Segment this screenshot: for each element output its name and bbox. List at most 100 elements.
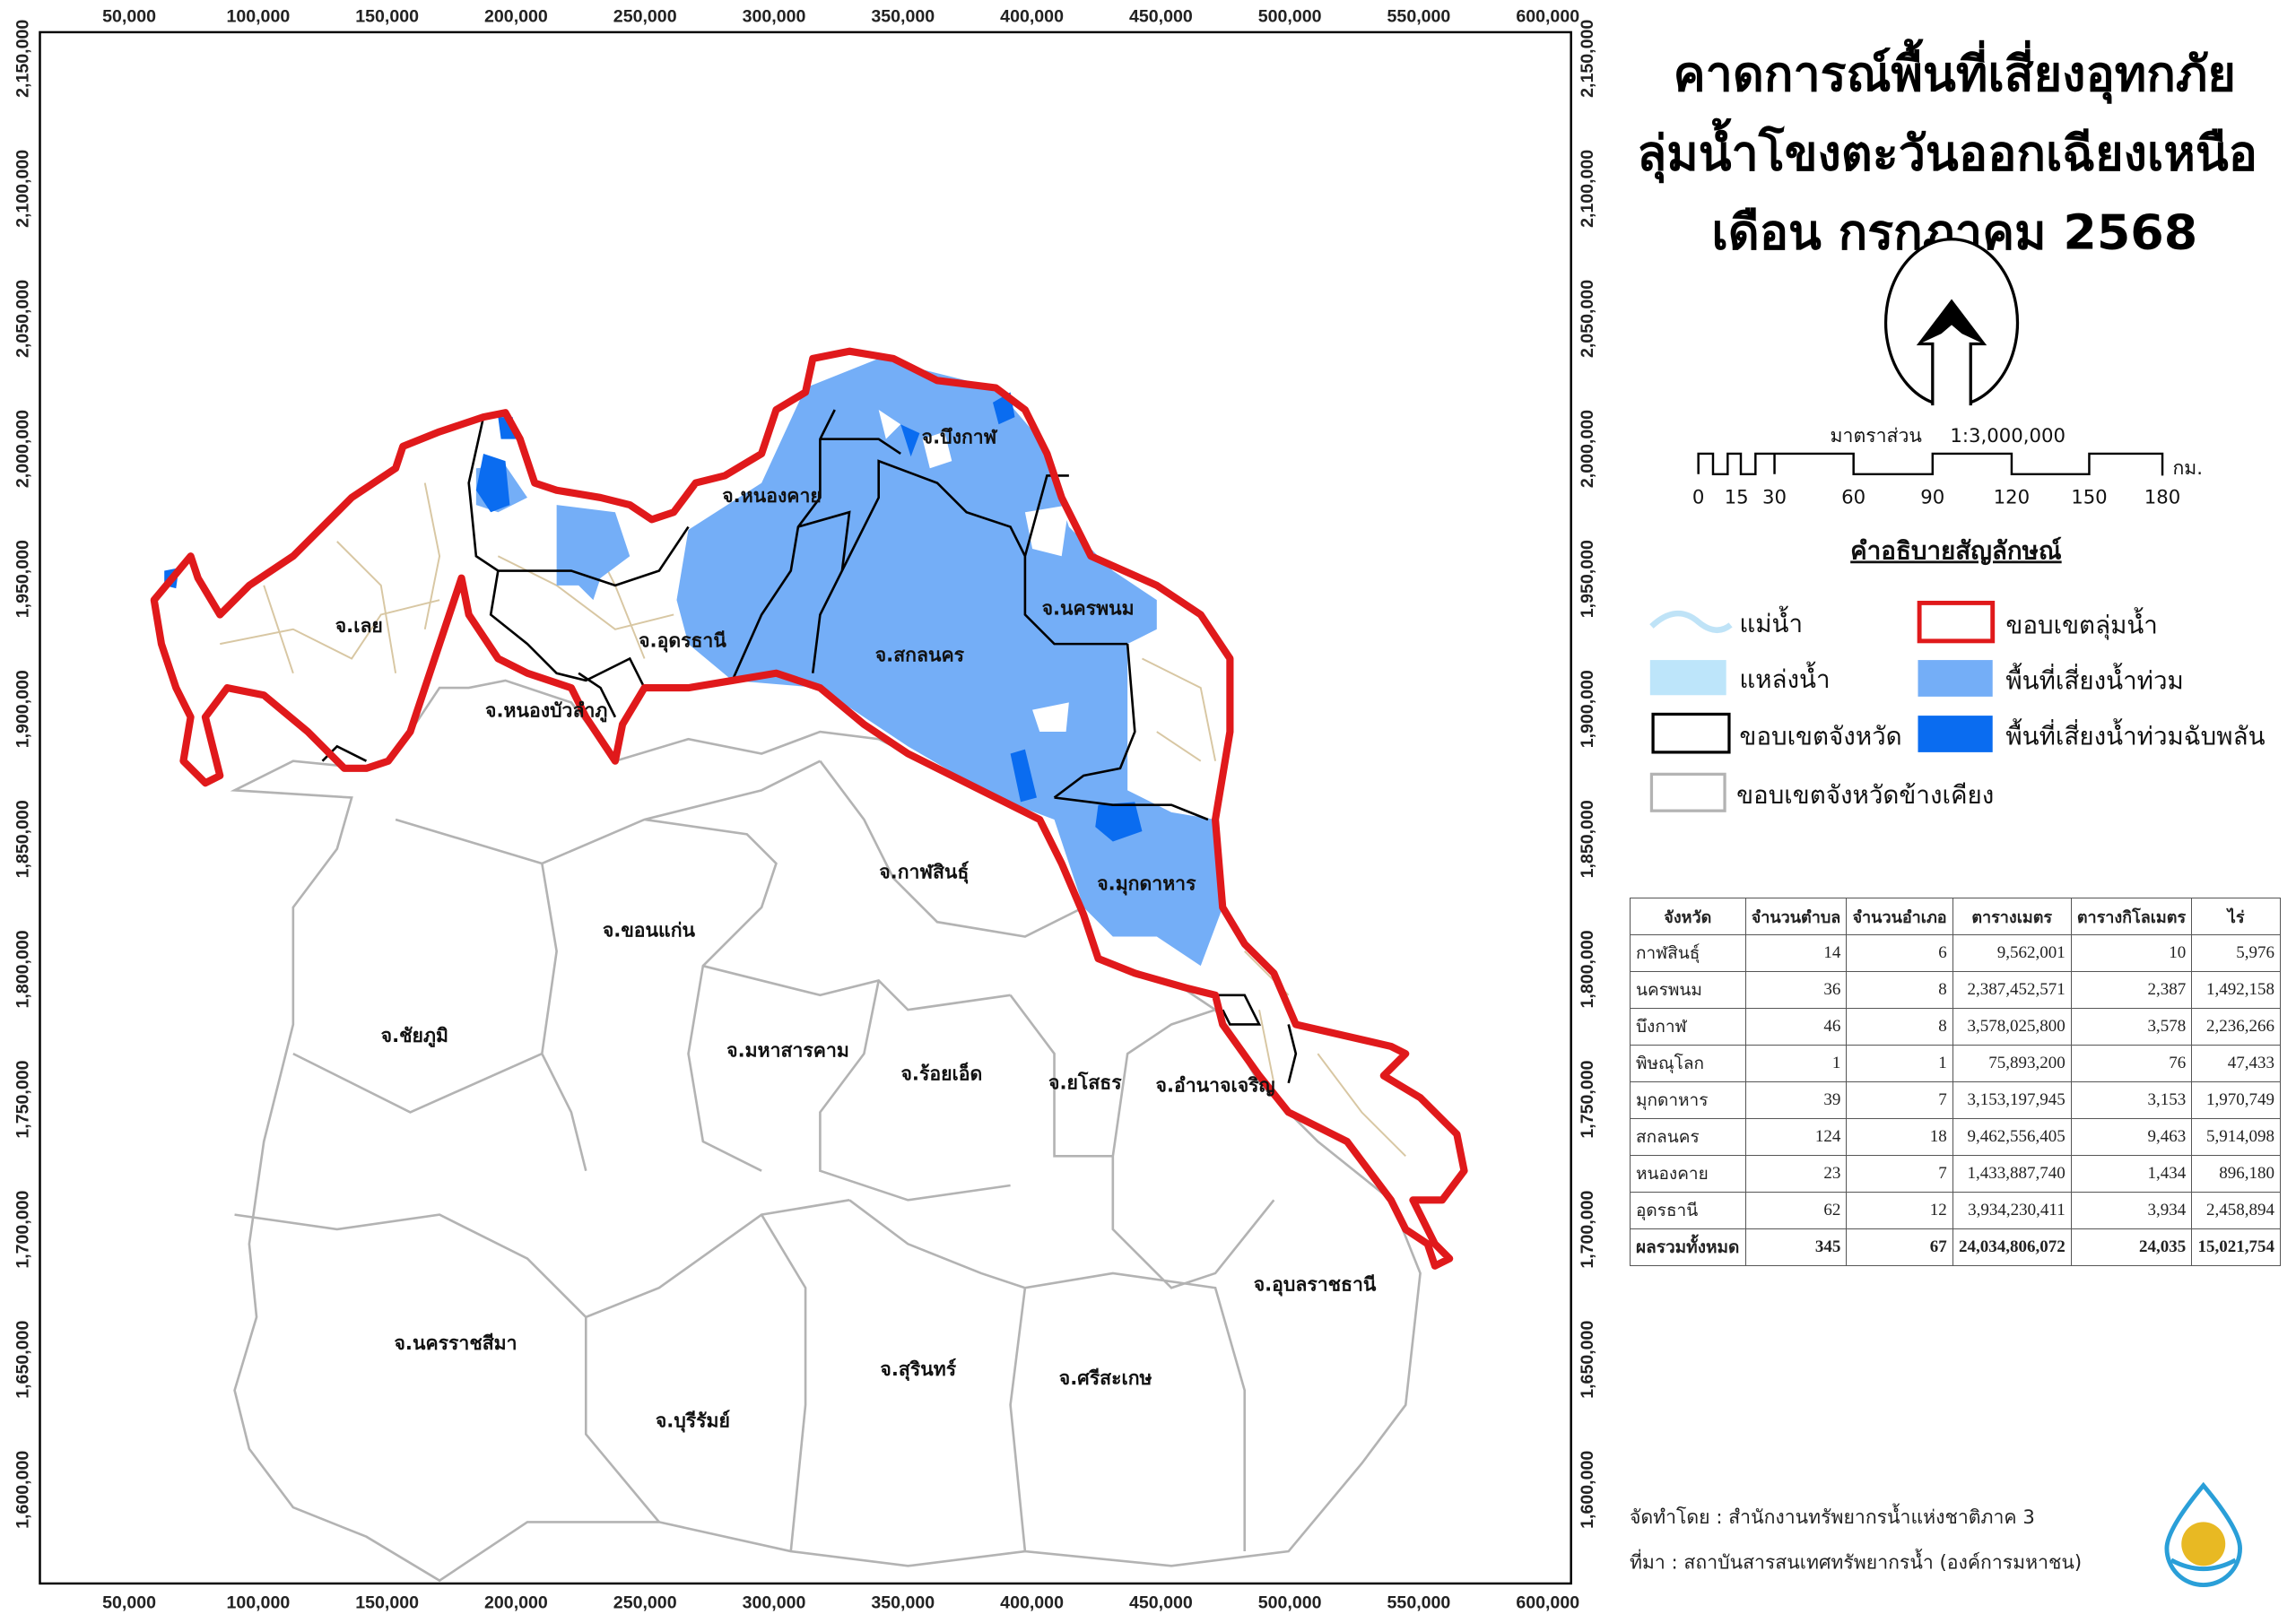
header-sq-km: ตารางกิโลเมตร [2070,898,2193,935]
label-loei: จ.เลย [335,615,383,638]
label-khon-kaen: จ.ขอนแก่น [603,920,696,942]
table-cell: กาฬสินธุ์ [1630,934,1746,972]
table-cell: 23 [1744,1155,1848,1193]
y-tick-label-right: 1,600,000 [1578,1451,1597,1529]
scale-bar [1697,452,2164,476]
flood-risk-area [676,358,1223,967]
legend-neighbor-boundary: ขอบเขตจังหวัดข้างเคียง [1736,780,1994,810]
neighbor-boundaries [234,759,1275,1552]
x-tick-label-top: 550,000 [1387,6,1451,26]
table-cell: 2,236,266 [2191,1008,2281,1046]
label-nakhon-ratchasima: จ.นครราชสีมา [394,1332,517,1355]
x-tick-label-bottom: 300,000 [743,1593,806,1613]
flood-stats-table: จังหวัด จำนวนตำบล จำนวนอำเภอ ตารางเมตร ต… [1630,898,2281,1266]
flash-flood-areas [164,392,1143,842]
table-cell: 1 [1744,1045,1848,1082]
x-tick-label-top: 250,000 [613,6,677,26]
table-cell: 9,562,001 [1952,934,2072,972]
table-cell: 3,578 [2070,1008,2193,1046]
table-row: พิษณุโลก 1 1 75,893,200 76 47,433 [1630,1045,2281,1082]
table-cell: 15,021,754 [2191,1228,2281,1266]
x-tick-label-bottom: 250,000 [613,1593,677,1613]
title-line-2: ลุ่มน้ำโขงตะวันออกเฉียงเหนือ [1637,117,2257,183]
y-tick-label-left: 2,100,000 [13,150,32,228]
legend-river: แม่น้ำ [1739,606,1803,638]
label-roi-et: จ.ร้อยเอ็ด [900,1061,982,1085]
flood-risk-area-west [475,465,631,601]
table-total-row: ผลรวมทั้งหมด 345 67 24,034,806,072 24,035 15,… [1630,1228,2281,1266]
y-tick-label-left: 1,800,000 [13,930,32,1008]
label-chaiyaphum: จ.ชัยภูมิ [381,1025,448,1048]
x-tick-label-top: 300,000 [743,6,806,26]
table-cell: 124 [1744,1118,1848,1156]
table-row: อุดรธานี 62 12 3,934,230,411 3,934 2,458,894 [1630,1192,2281,1229]
flash-flood-patch [1010,749,1037,803]
scale-tick-label: 30 [1762,486,1787,508]
table-cell: 10 [2070,934,2193,972]
legend-heading: คำอธิบายสัญลักษณ์ [1850,535,2062,565]
y-tick-label-right: 2,000,000 [1578,410,1597,488]
flash-flood-patch [475,453,510,513]
legend-water-body: แหล่งน้ำ [1739,662,1830,694]
y-tick-label-right: 1,650,000 [1578,1321,1597,1399]
table-cell: 75,893,200 [1952,1045,2072,1082]
scale-tick-label: 180 [2144,486,2180,508]
table-row: หนองคาย 23 7 1,433,887,740 1,434 896,180 [1630,1155,2281,1193]
table-cell: 7 [1846,1155,1953,1193]
table-cell: 36 [1744,971,1848,1009]
table-cell: 3,153 [2070,1081,2193,1119]
north-arrow-icon [1883,238,2020,406]
flash-flood-patch [1095,802,1143,842]
flood-risk-symbol-icon [1918,660,1993,697]
table-cell: 39 [1744,1081,1848,1119]
title-line-1: คาดการณ์พื้นที่เสี่ยงอุทกภัย [1674,39,2236,104]
table-row: บึงกาฬ 46 8 3,578,025,800 3,578 2,236,266 [1630,1008,2281,1046]
y-tick-label-left: 2,150,000 [13,20,32,98]
table-cell: 8 [1846,971,1953,1009]
x-tick-label-bottom: 600,000 [1516,1593,1579,1613]
x-tick-label-bottom: 500,000 [1258,1593,1322,1613]
scale-tick-label: 0 [1692,486,1705,508]
x-tick-label-bottom: 450,000 [1129,1593,1193,1613]
table-cell: 3,153,197,945 [1952,1081,2072,1119]
x-tick-label-bottom: 550,000 [1387,1593,1451,1613]
table-cell: อุดรธานี [1630,1192,1746,1229]
label-bueng-kan: จ.บึงกาฬ [922,427,998,449]
table-cell: 1,433,887,740 [1952,1155,2072,1193]
y-tick-label-left: 1,600,000 [13,1451,32,1529]
x-tick-label-top: 400,000 [1000,6,1064,26]
table-row: มุกดาหาร 39 7 3,153,197,945 3,153 1,970,749 [1630,1081,2281,1119]
table-cell: สกลนคร [1630,1118,1746,1156]
y-tick-label-right: 1,900,000 [1578,670,1597,748]
axis-labels: 50,000 50,000 100,000 100,000 150,000 150,000… [13,6,1597,1612]
table-cell: 345 [1744,1228,1848,1266]
y-tick-label-right: 1,700,000 [1578,1190,1597,1268]
label-mukdahan: จ.มุกดาหาร [1097,872,1196,896]
y-tick-label-left: 1,650,000 [13,1321,32,1399]
province-labels: จ.บึงกาฬ จ.หนองคาย จ.นครพนม จ.เลย จ.อุดร… [335,427,1377,1434]
y-tick-label-left: 1,700,000 [13,1190,32,1268]
header-subdistricts: จำนวนตำบล [1744,898,1848,935]
table-cell: 62 [1744,1192,1848,1229]
table-cell: พิษณุโลก [1630,1045,1746,1082]
legend-flood-risk: พื้นที่เสี่ยงน้ำท่วม [2005,664,2183,696]
scale-tick-label: 90 [1920,486,1944,508]
x-tick-label-bottom: 200,000 [484,1593,548,1613]
x-tick-label-top: 50,000 [102,6,156,26]
x-tick-label-bottom: 100,000 [226,1593,290,1613]
table-row: นครพนม 36 8 2,387,452,571 2,387 1,492,158 [1630,971,2281,1009]
label-nakhon-phanom: จ.นครพนม [1042,597,1135,620]
y-tick-label-right: 1,750,000 [1578,1060,1597,1138]
x-tick-label-top: 100,000 [226,6,290,26]
district-boundaries [220,482,1406,1158]
x-tick-label-top: 450,000 [1129,6,1193,26]
x-tick-label-top: 150,000 [355,6,419,26]
table-cell: นครพนม [1630,971,1746,1009]
legend-basin-boundary: ขอบเขตลุ่มน้ำ [2005,608,2157,641]
label-buriram: จ.บุรีรัมย์ [656,1409,730,1433]
table-cell: 1,970,749 [2191,1081,2281,1119]
scale-tick-label: 150 [2071,486,2107,508]
neighbor-provinces [230,679,1422,1583]
water-body-symbol-icon [1649,660,1726,696]
